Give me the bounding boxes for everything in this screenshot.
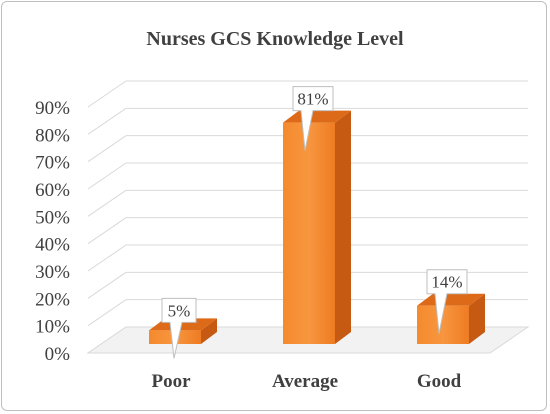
gridline-diagonal bbox=[87, 244, 127, 272]
gridline-diagonal bbox=[87, 271, 127, 299]
bar-front bbox=[283, 122, 335, 344]
bar-top bbox=[417, 293, 485, 306]
bar-good bbox=[417, 293, 485, 344]
bar-top bbox=[283, 110, 351, 123]
bars bbox=[149, 110, 485, 344]
x-axis-ticks: Poor Average Good bbox=[151, 371, 461, 392]
y-tick-label: 40% bbox=[35, 235, 70, 256]
y-tick-label: 60% bbox=[35, 180, 70, 201]
bar-average bbox=[283, 110, 351, 344]
x-tick-label: Poor bbox=[151, 371, 191, 392]
gridline-diagonal bbox=[87, 299, 127, 327]
bar-side bbox=[201, 318, 217, 344]
data-label: 14% bbox=[426, 269, 468, 334]
gridline-diagonal bbox=[87, 135, 127, 163]
data-label-callout bbox=[292, 86, 334, 151]
chart-title: Nurses GCS Knowledge Level bbox=[146, 28, 404, 50]
x-tick-label: Good bbox=[417, 371, 462, 392]
bar-side bbox=[335, 110, 351, 344]
y-tick-label: 50% bbox=[35, 207, 70, 228]
data-label: 5% bbox=[161, 297, 197, 359]
data-label-callout bbox=[426, 269, 468, 334]
gridline-diagonal bbox=[87, 217, 127, 245]
gridline-diagonal bbox=[87, 107, 127, 135]
data-label-text: 14% bbox=[431, 273, 462, 292]
data-labels: 5% 81% 14% bbox=[161, 86, 468, 359]
gridline-diagonal bbox=[87, 162, 127, 190]
gridline-diagonal bbox=[87, 80, 127, 108]
y-axis-ticks: 0% 10% 20% 30% 40% 50% 60% 70% 80% 90% bbox=[35, 98, 70, 365]
gridline-diagonal bbox=[87, 189, 127, 217]
y-tick-label: 80% bbox=[35, 125, 70, 146]
y-tick-label: 10% bbox=[35, 317, 70, 338]
bar-side bbox=[469, 293, 485, 344]
x-tick-label: Average bbox=[272, 371, 338, 392]
data-label-text: 5% bbox=[168, 301, 191, 320]
y-tick-label: 0% bbox=[45, 344, 71, 365]
data-label-callout bbox=[161, 297, 197, 359]
y-tick-label: 90% bbox=[35, 98, 70, 119]
y-tick-label: 30% bbox=[35, 262, 70, 283]
data-label-text: 81% bbox=[297, 90, 328, 109]
y-tick-label: 20% bbox=[35, 289, 70, 310]
data-label: 81% bbox=[292, 86, 334, 151]
y-tick-label: 70% bbox=[35, 153, 70, 174]
